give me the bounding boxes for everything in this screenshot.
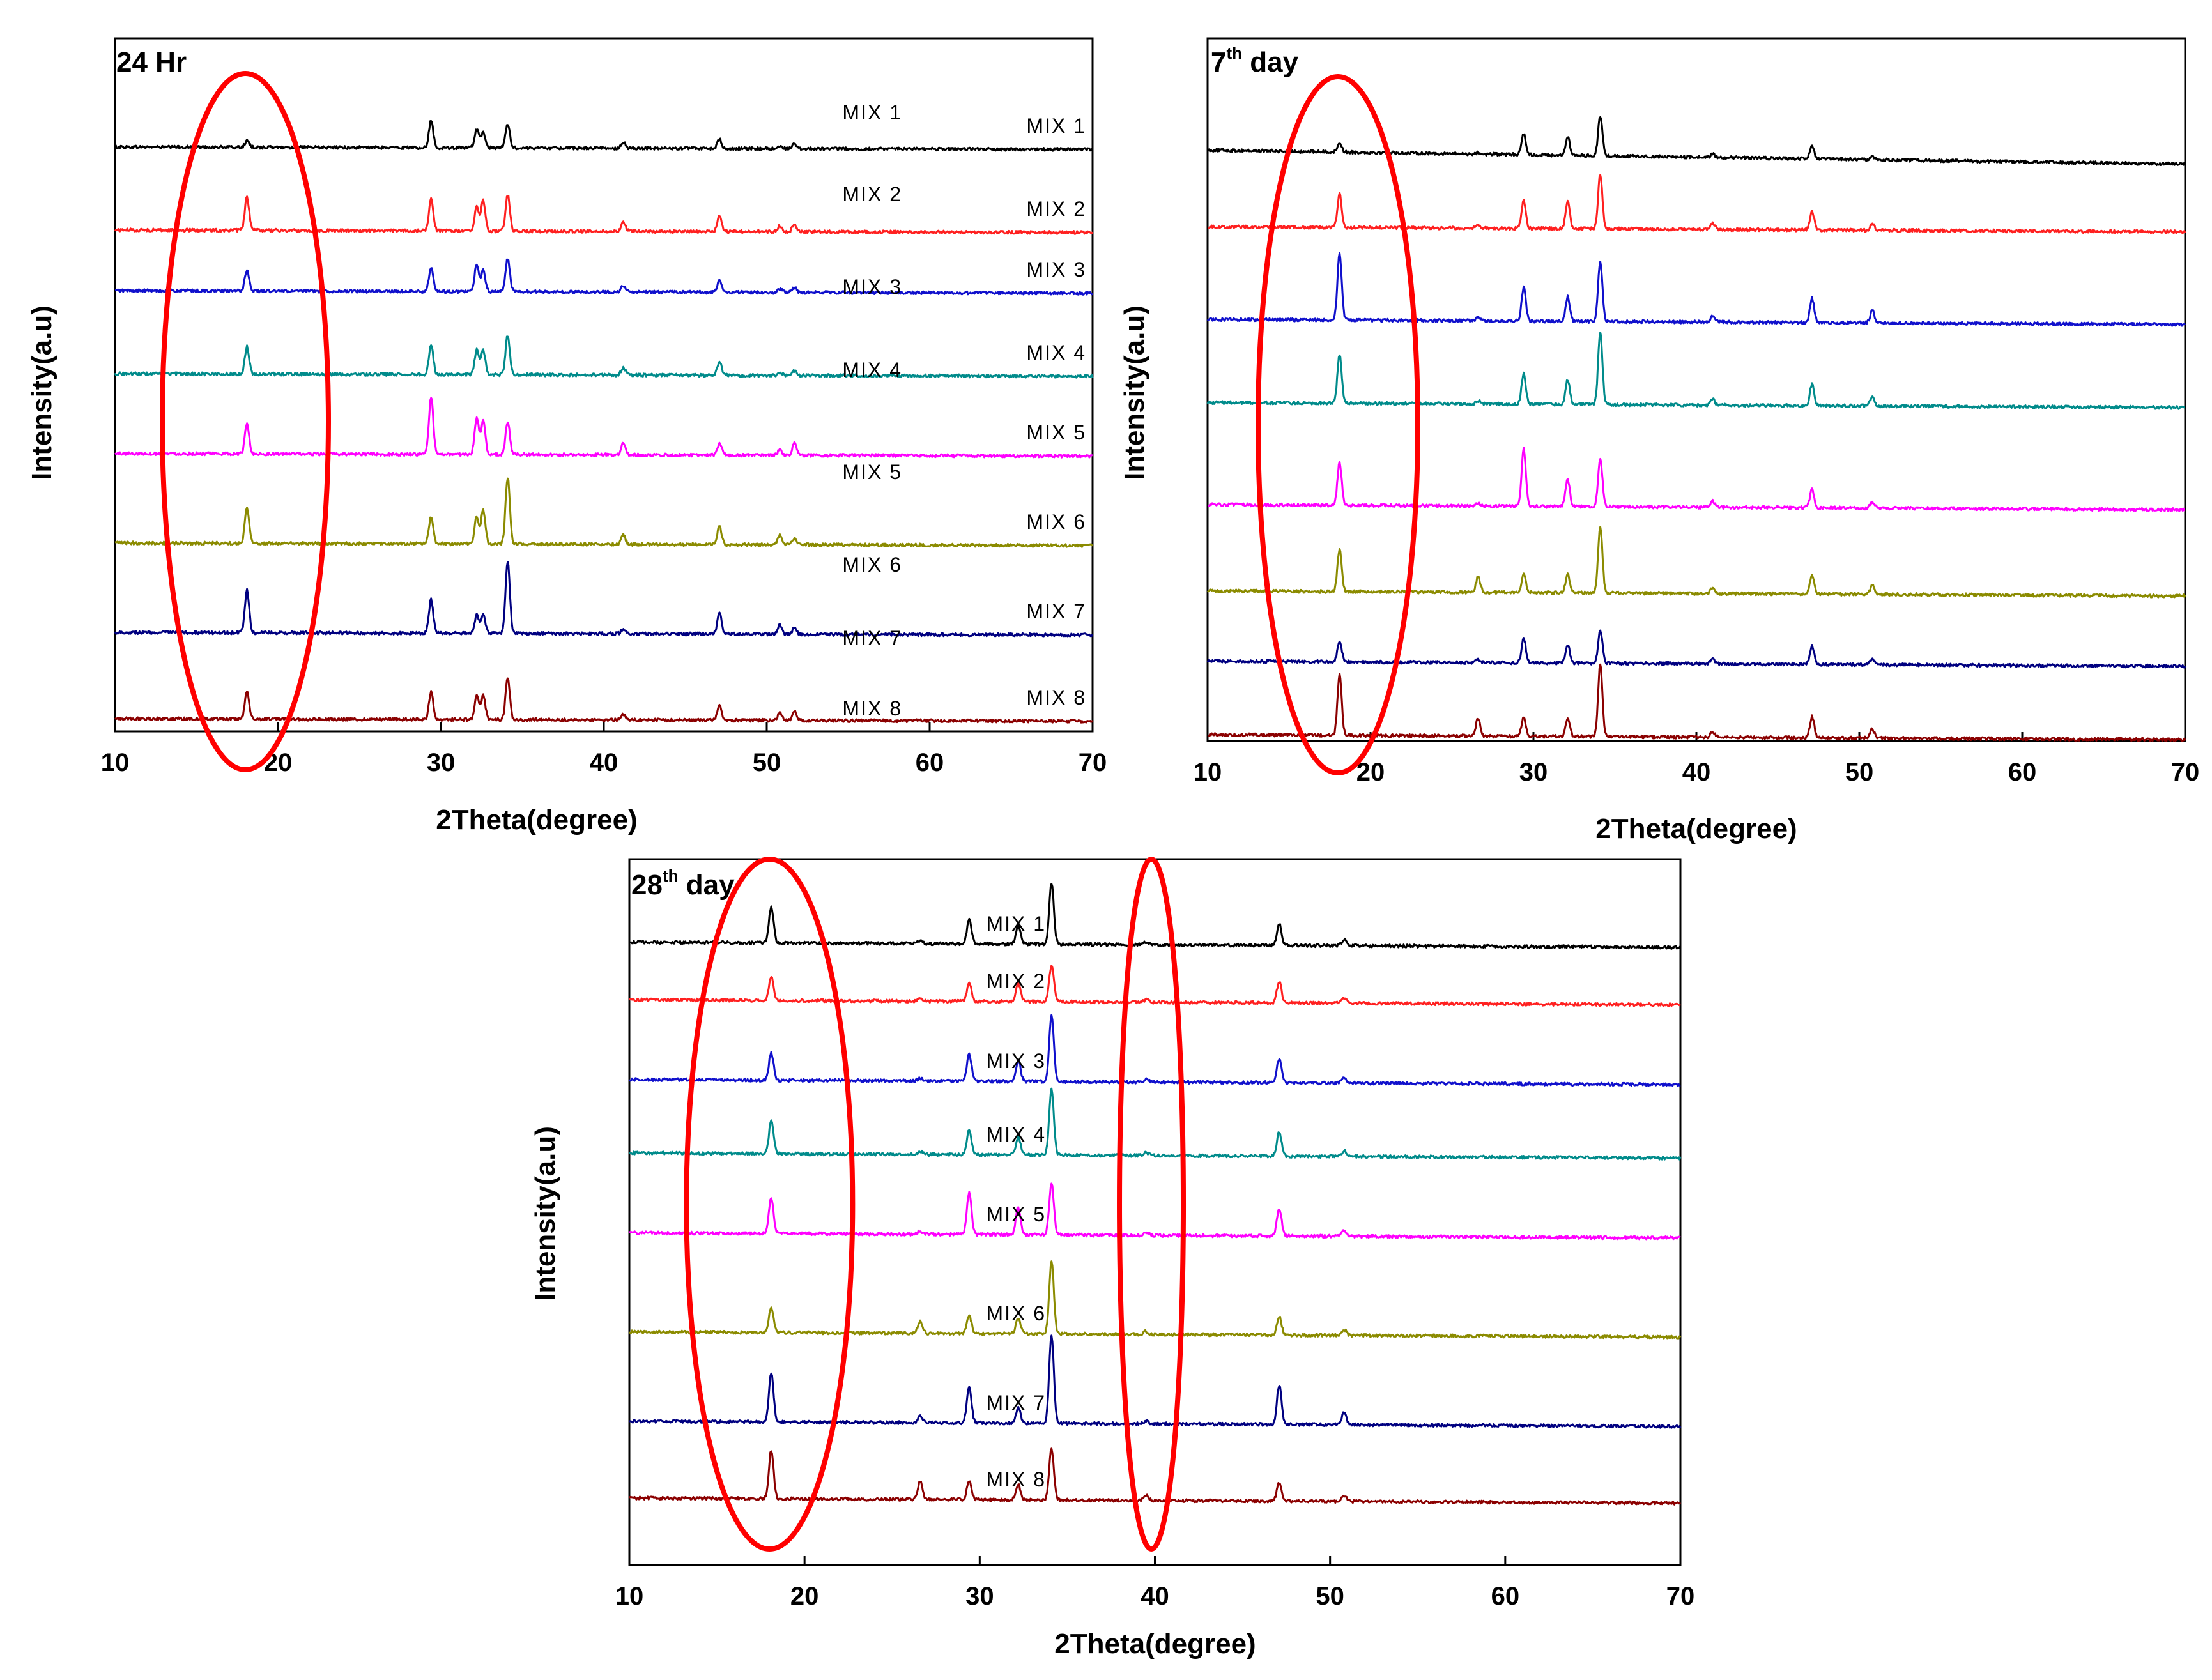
series-label: MIX 3 <box>842 275 902 298</box>
trace-mix-5 <box>628 1182 1681 1241</box>
x-tick-label: 40 <box>590 749 618 777</box>
xrd-traces: MIX 1 MIX 2 MIX 3 MIX 4 MIX 5 MIX 6 MIX 7 MIX 8 <box>114 114 1094 724</box>
series-label: MIX 4 <box>1026 341 1086 364</box>
trace-mix-1 <box>1206 116 2186 166</box>
x-tick-label: 10 <box>1194 758 1222 786</box>
plot-frame <box>114 37 1094 733</box>
x-tick-label: 20 <box>790 1582 819 1610</box>
series-label: MIX 8 <box>1026 686 1086 709</box>
x-tick-label: 60 <box>2008 758 2037 786</box>
plot-frame <box>628 858 1682 1566</box>
trace-mix-4 <box>629 1087 1682 1161</box>
trace-mix-2 <box>628 965 1682 1007</box>
series-label: MIX 6 <box>1026 510 1086 533</box>
series-label: MIX 8 <box>986 1468 1046 1491</box>
series-label: MIX 3 <box>1026 258 1086 281</box>
x-tick-label: 30 <box>427 749 456 777</box>
trace-mix-8 <box>628 1447 1682 1506</box>
series-label: MIX 1 <box>1026 114 1086 137</box>
series-label: MIX 4 <box>842 358 902 381</box>
x-tick-label: 50 <box>1845 758 1874 786</box>
plot-frame <box>1206 37 2186 742</box>
highlight-ellipses <box>1256 74 1420 775</box>
x-axis-title: 2Theta(degree) <box>1054 1628 1256 1660</box>
series-label: MIX 7 <box>1026 600 1086 623</box>
y-axis-title: Intensity(a.u) <box>530 1126 561 1301</box>
x-axis-title: 2Theta(degree) <box>1595 813 1797 844</box>
series-label: MIX 1 <box>986 912 1046 935</box>
trace-mix-1 <box>114 120 1094 152</box>
trace-mix-8 <box>114 677 1094 724</box>
x-tick-label: 70 <box>1666 1582 1695 1610</box>
highlight-ellipses <box>160 71 331 772</box>
x-tick-label: 40 <box>1682 758 1711 786</box>
panel-28th-day: 28th day 2Theta(degree) Intensity(a.u) 1… <box>530 857 1695 1660</box>
trace-mix-7 <box>1206 629 2186 669</box>
xrd-traces: MIX 1 MIX 2 MIX 3 MIX 4 MIX 5 MIX 6 MIX 7 MIX 8 <box>628 883 1682 1506</box>
x-tick-label: 50 <box>1316 1582 1344 1610</box>
trace-mix-5 <box>114 397 1093 459</box>
highlight-ellipses <box>684 857 1187 1552</box>
trace-mix-2 <box>1207 174 2186 234</box>
series-label: MIX 6 <box>986 1302 1046 1325</box>
y-axis-title: Intensity(a.u) <box>1119 305 1150 480</box>
series-label: MIX 5 <box>1026 421 1086 444</box>
trace-mix-3 <box>628 1014 1681 1087</box>
trace-mix-6 <box>1206 526 2186 599</box>
x-tick-label: 30 <box>965 1582 994 1610</box>
series-label: MIX 2 <box>842 183 902 206</box>
series-label: MIX 5 <box>986 1203 1046 1226</box>
x-tick-label: 30 <box>1519 758 1548 786</box>
series-label: MIX 1 <box>842 101 902 124</box>
trace-mix-5 <box>1207 447 2186 512</box>
x-tick-label: 50 <box>753 749 781 777</box>
x-tick-label: 60 <box>916 749 944 777</box>
panel-24hr: 24 Hr 2Theta(degree) Intensity(a.u) 10 20… <box>26 37 1107 836</box>
y-axis-title: Intensity(a.u) <box>26 305 58 480</box>
trace-mix-6 <box>628 1260 1682 1340</box>
series-label: MIX 7 <box>986 1391 1046 1414</box>
trace-mix-3 <box>1206 252 2186 327</box>
series-label: MIX 4 <box>986 1123 1046 1146</box>
panel-title: 7th day <box>1211 43 1299 78</box>
x-tick-label: 60 <box>1491 1582 1520 1610</box>
x-tick-label: 20 <box>1356 758 1385 786</box>
x-tick-label: 10 <box>615 1582 644 1610</box>
x-tick-label: 10 <box>101 749 130 777</box>
x-tick-label: 70 <box>2171 758 2200 786</box>
trace-mix-6 <box>114 477 1094 548</box>
trace-mix-7 <box>114 561 1094 638</box>
series-label: MIX 7 <box>842 627 902 650</box>
highlight-ellipse <box>1256 74 1420 775</box>
series-label: MIX 5 <box>842 461 902 484</box>
panel-title: 24 Hr <box>116 47 187 78</box>
series-label: MIX 6 <box>842 553 902 576</box>
series-label: MIX 2 <box>1026 197 1086 220</box>
trace-mix-4 <box>114 335 1094 379</box>
series-label: MIX 8 <box>842 697 902 720</box>
x-axis-ticks: 10 20 30 40 50 60 70 <box>1194 732 2200 786</box>
highlight-ellipse <box>684 857 856 1552</box>
trace-mix-8 <box>1207 663 2186 742</box>
series-label: MIX 3 <box>986 1050 1046 1073</box>
trace-mix-1 <box>629 883 1682 950</box>
x-axis-ticks: 10 20 30 40 50 60 70 <box>615 1556 1695 1610</box>
trace-mix-2 <box>114 195 1094 235</box>
trace-mix-7 <box>629 1334 1682 1429</box>
trace-mix-3 <box>114 258 1093 296</box>
highlight-ellipse <box>1117 857 1187 1552</box>
highlight-ellipse <box>160 71 331 772</box>
x-tick-label: 70 <box>1079 749 1107 777</box>
panel-title: 28th day <box>631 866 735 901</box>
x-tick-label: 40 <box>1141 1582 1169 1610</box>
x-axis-title: 2Theta(degree) <box>436 804 637 836</box>
xrd-traces: MIX 1 MIX 2 MIX 3 MIX 4 MIX 5 MIX 6 MIX 7 MIX 8 <box>842 101 2186 742</box>
trace-mix-4 <box>1206 332 2186 410</box>
panel-7th-day: 7th day 2Theta(degree) Intensity(a.u) 10… <box>842 37 2200 844</box>
series-label: MIX 2 <box>986 970 1046 993</box>
